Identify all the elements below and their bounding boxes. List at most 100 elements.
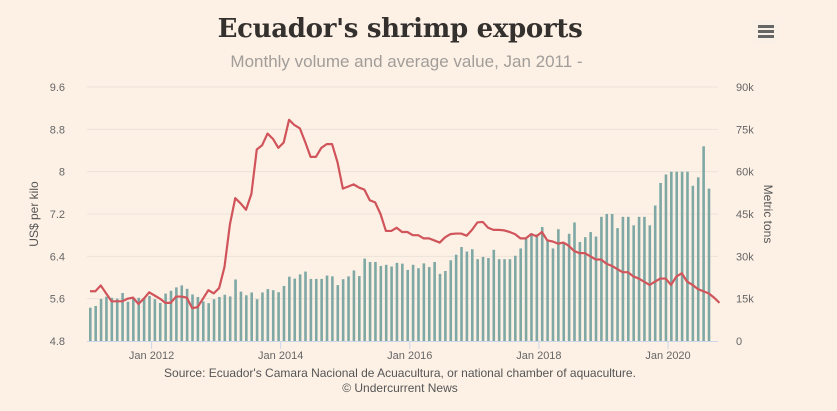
bar-metric-tons bbox=[110, 297, 114, 341]
bar-metric-tons bbox=[610, 214, 614, 341]
bar-metric-tons bbox=[691, 185, 695, 341]
bar-metric-tons bbox=[433, 261, 436, 341]
bar-metric-tons bbox=[648, 225, 652, 341]
x-tick-label: Jan 2016 bbox=[387, 350, 432, 362]
bar-metric-tons bbox=[293, 278, 297, 341]
y-right-tick-label: 30k bbox=[736, 251, 754, 263]
bar-metric-tons bbox=[680, 171, 684, 341]
bar-metric-tons bbox=[358, 276, 361, 341]
bar-metric-tons bbox=[99, 298, 103, 341]
bar-metric-tons bbox=[288, 276, 291, 341]
bar-metric-tons bbox=[196, 296, 200, 341]
y-left-tick-label: 6.4 bbox=[50, 251, 65, 263]
bar-metric-tons bbox=[207, 303, 210, 341]
bar-metric-tons bbox=[702, 146, 705, 341]
y-left-tick-label: 9.6 bbox=[50, 82, 65, 94]
bar-metric-tons bbox=[314, 278, 318, 341]
y-left-tick-label: 7.2 bbox=[50, 209, 65, 221]
bar-metric-tons bbox=[379, 265, 383, 341]
bar-metric-tons bbox=[126, 301, 130, 341]
bar-metric-tons bbox=[627, 216, 630, 341]
bar-metric-tons bbox=[422, 263, 426, 341]
bar-metric-tons bbox=[573, 222, 576, 341]
y-axis-left: 4.8 5.6 6.4 7.2 8 8.8 9.6 bbox=[50, 82, 65, 348]
y-right-tick-label: 90k bbox=[736, 82, 754, 94]
bar-metric-tons bbox=[234, 279, 237, 341]
bar-metric-tons bbox=[347, 276, 350, 341]
x-tick-label: Jan 2012 bbox=[129, 350, 174, 362]
source-note: Source: Ecuador's Camara Nacional de Acu… bbox=[164, 366, 636, 380]
bar-metric-tons bbox=[223, 294, 227, 341]
bar-metric-tons bbox=[271, 290, 275, 341]
bar-metric-tons bbox=[142, 297, 146, 341]
bar-metric-tons bbox=[557, 229, 560, 341]
bar-metric-tons bbox=[212, 299, 216, 341]
bar-metric-tons bbox=[632, 225, 635, 341]
bar-metric-tons bbox=[406, 269, 410, 341]
bar-metric-tons bbox=[331, 276, 334, 341]
bar-metric-tons bbox=[158, 302, 162, 341]
bar-metric-tons bbox=[594, 236, 598, 341]
bar-metric-tons bbox=[175, 287, 178, 341]
bar-metric-tons bbox=[401, 263, 404, 341]
bar-metric-tons bbox=[487, 258, 490, 341]
bar-metric-tons bbox=[115, 298, 119, 341]
bar-metric-tons bbox=[266, 289, 270, 341]
bar-metric-tons bbox=[589, 232, 592, 341]
bar-metric-tons bbox=[384, 264, 388, 341]
bar-metric-tons bbox=[438, 273, 442, 341]
bar-metric-tons bbox=[201, 301, 205, 341]
bar-metric-tons bbox=[664, 174, 668, 341]
bar-metric-tons bbox=[508, 259, 512, 341]
bar-metric-tons bbox=[605, 214, 609, 341]
bar-metric-tons bbox=[670, 171, 673, 341]
bar-metric-tons bbox=[218, 296, 221, 341]
bar-metric-tons bbox=[239, 291, 243, 341]
bar-metric-tons bbox=[503, 259, 506, 341]
y-right-tick-label: 15k bbox=[736, 294, 754, 306]
bar-metric-tons bbox=[395, 262, 399, 341]
bar-metric-tons bbox=[250, 292, 253, 341]
chart-menu-button[interactable] bbox=[753, 19, 779, 43]
bar-series-metric-tons bbox=[89, 146, 711, 341]
chart-footer: Source: Ecuador's Camara Nacional de Acu… bbox=[0, 366, 800, 396]
y-left-tick-label: 8 bbox=[59, 167, 65, 179]
bar-metric-tons bbox=[282, 285, 286, 341]
x-tick-label: Jan 2014 bbox=[258, 350, 303, 362]
bar-metric-tons bbox=[105, 296, 108, 341]
y-axis-right-title: Metric tons bbox=[761, 185, 775, 244]
bar-metric-tons bbox=[540, 226, 544, 341]
bar-metric-tons bbox=[94, 306, 97, 341]
y-axis-left-title: US$ per kilo bbox=[27, 181, 41, 247]
bar-metric-tons bbox=[164, 293, 167, 341]
bar-metric-tons bbox=[417, 268, 420, 341]
bar-metric-tons bbox=[643, 216, 646, 341]
bar-metric-tons bbox=[519, 248, 522, 341]
bar-metric-tons bbox=[304, 271, 307, 341]
bar-metric-tons bbox=[298, 274, 302, 341]
bar-metric-tons bbox=[245, 295, 248, 341]
bar-metric-tons bbox=[411, 264, 415, 341]
x-axis: Jan 2012 Jan 2014 Jan 2016 Jan 2018 Jan 2020 bbox=[129, 341, 691, 362]
x-tick-label: Jan 2020 bbox=[645, 350, 690, 362]
bar-metric-tons bbox=[180, 285, 184, 341]
bar-metric-tons bbox=[185, 288, 189, 341]
hamburger-menu-icon bbox=[758, 25, 774, 28]
bar-metric-tons bbox=[320, 278, 323, 341]
bar-metric-tons bbox=[169, 290, 173, 341]
bar-metric-tons bbox=[352, 270, 356, 341]
bar-metric-tons bbox=[427, 267, 431, 341]
bar-metric-tons bbox=[675, 171, 679, 341]
bar-metric-tons bbox=[137, 297, 141, 341]
bar-metric-tons bbox=[449, 260, 453, 341]
bar-metric-tons bbox=[153, 299, 157, 341]
bar-metric-tons bbox=[514, 255, 517, 341]
bar-metric-tons bbox=[465, 251, 469, 341]
bar-metric-tons bbox=[476, 259, 479, 341]
bar-metric-tons bbox=[481, 256, 485, 341]
bar-metric-tons bbox=[228, 296, 232, 341]
bar-metric-tons bbox=[460, 247, 463, 341]
bar-metric-tons bbox=[530, 233, 533, 341]
hamburger-menu-icon-bar bbox=[758, 30, 774, 33]
